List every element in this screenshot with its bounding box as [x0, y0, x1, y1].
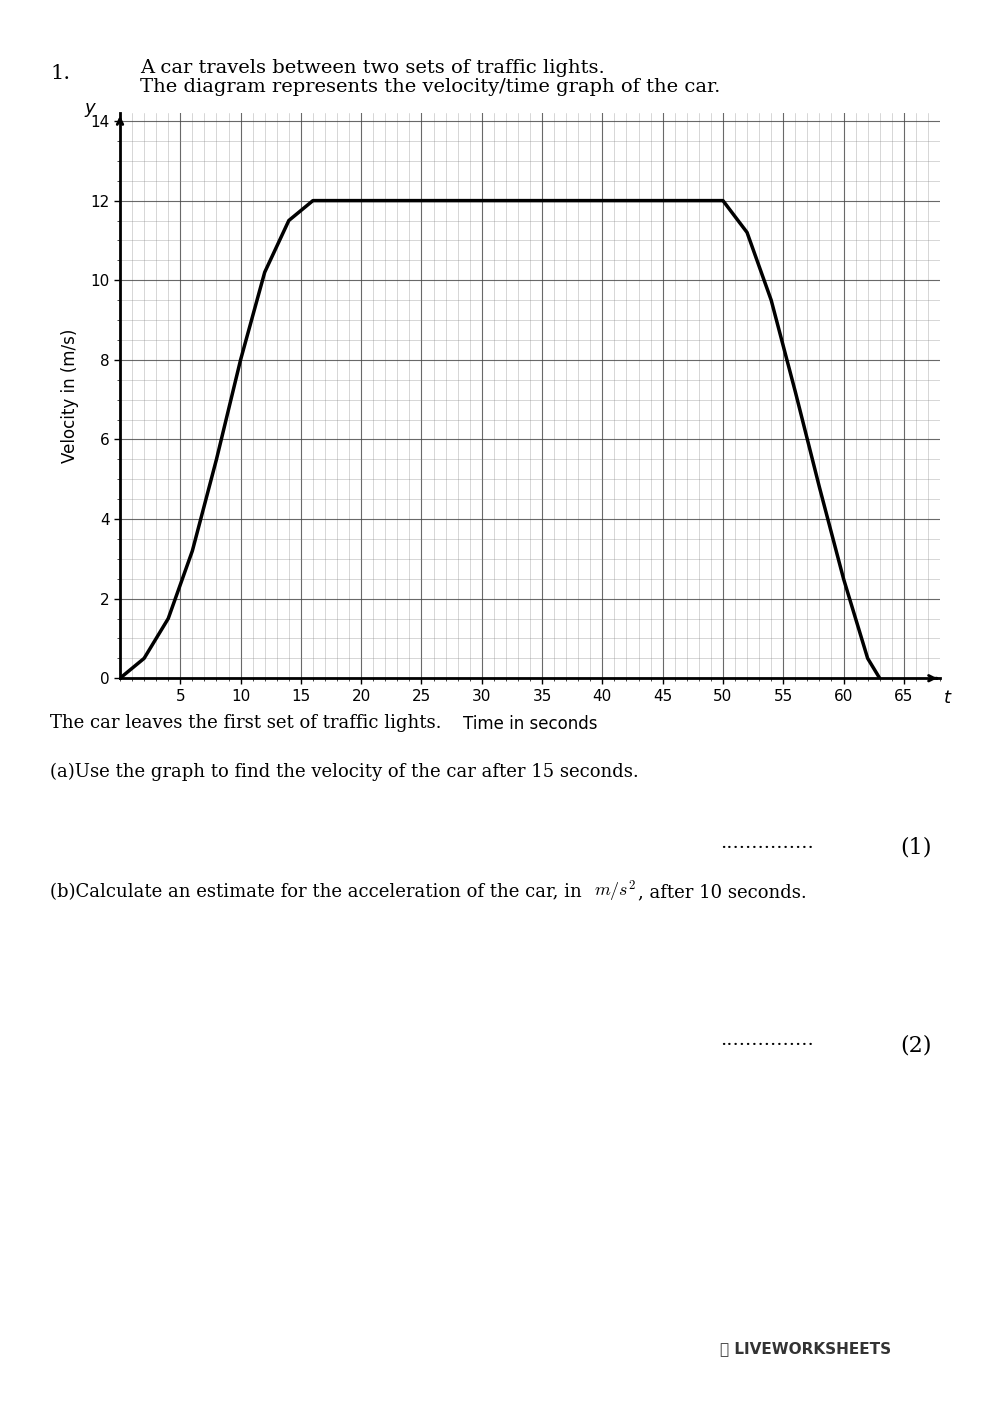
Text: , after 10 seconds.: , after 10 seconds.	[638, 883, 807, 901]
Text: y: y	[85, 99, 95, 117]
Text: ...............: ...............	[720, 1031, 814, 1050]
Text: The car leaves the first set of traffic lights.: The car leaves the first set of traffic …	[50, 714, 442, 732]
Text: 1.: 1.	[50, 64, 70, 82]
Text: (2): (2)	[900, 1034, 932, 1057]
Text: The diagram represents the velocity/time graph of the car.: The diagram represents the velocity/time…	[140, 78, 720, 96]
Text: ⬛ LIVEWORKSHEETS: ⬛ LIVEWORKSHEETS	[720, 1341, 891, 1356]
X-axis label: Time in seconds: Time in seconds	[463, 715, 597, 733]
Y-axis label: Velocity in (m/s): Velocity in (m/s)	[61, 328, 79, 463]
Text: (b)Calculate an estimate for the acceleration of the car, in: (b)Calculate an estimate for the acceler…	[50, 883, 588, 901]
Text: (a)Use the graph to find the velocity of the car after 15 seconds.: (a)Use the graph to find the velocity of…	[50, 763, 639, 781]
Text: $m/s^2$: $m/s^2$	[594, 879, 636, 904]
Text: ...............: ...............	[720, 834, 814, 852]
Text: (1): (1)	[900, 836, 932, 859]
Text: A car travels between two sets of traffic lights.: A car travels between two sets of traffi…	[140, 59, 605, 78]
Text: t: t	[944, 690, 951, 706]
